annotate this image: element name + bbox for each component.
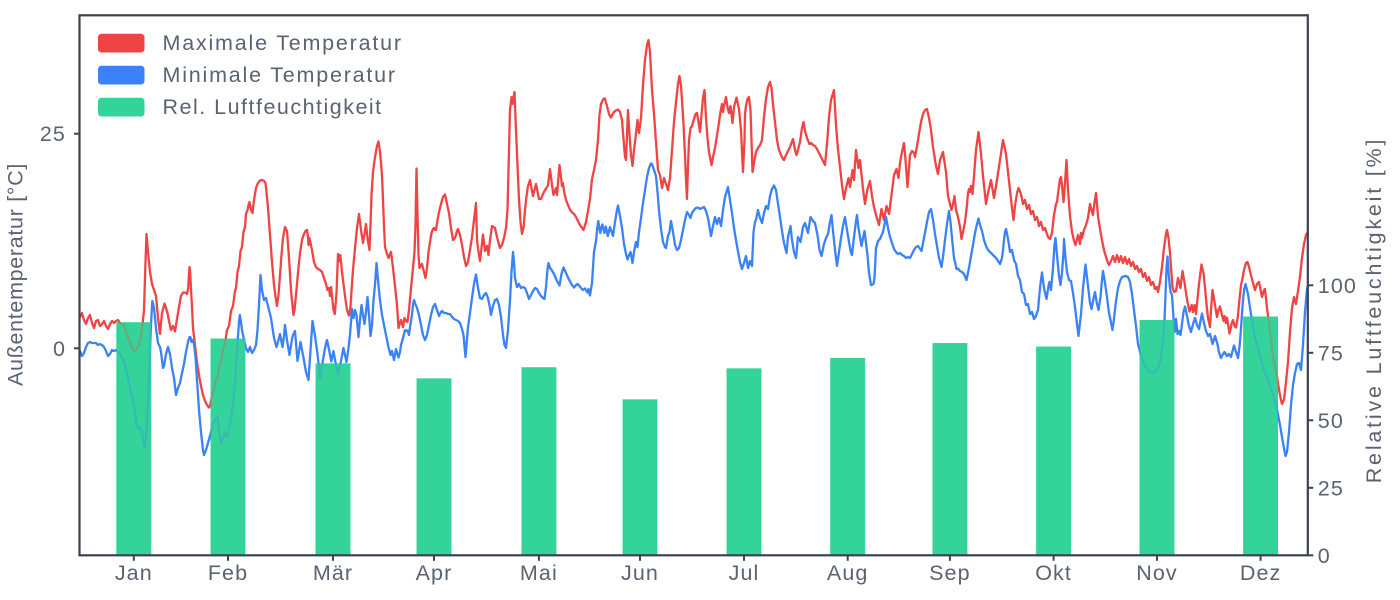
svg-text:Aug: Aug xyxy=(827,561,869,585)
svg-text:Mai: Mai xyxy=(520,561,558,585)
svg-text:Jul: Jul xyxy=(729,561,760,585)
svg-text:Feb: Feb xyxy=(208,561,248,585)
svg-text:0: 0 xyxy=(1318,544,1331,568)
svg-text:25: 25 xyxy=(1318,476,1344,500)
svg-text:Außentemperatur [°C]: Außentemperatur [°C] xyxy=(4,163,28,386)
svg-text:Nov: Nov xyxy=(1136,561,1178,585)
svg-text:100: 100 xyxy=(1318,274,1357,298)
svg-text:Relative Luftfeuchtigkeit [%]: Relative Luftfeuchtigkeit [%] xyxy=(1362,137,1386,484)
svg-text:Mär: Mär xyxy=(313,561,353,585)
svg-text:Rel. Luftfeuchtigkeit: Rel. Luftfeuchtigkeit xyxy=(163,95,383,119)
svg-text:Jan: Jan xyxy=(115,561,153,585)
svg-text:50: 50 xyxy=(1318,409,1344,433)
svg-text:Maximale Temperatur: Maximale Temperatur xyxy=(163,31,403,55)
svg-text:Minimale Temperatur: Minimale Temperatur xyxy=(163,63,397,87)
svg-text:Sep: Sep xyxy=(929,561,971,585)
svg-text:75: 75 xyxy=(1318,341,1344,365)
svg-text:Dez: Dez xyxy=(1240,561,1282,585)
svg-text:0: 0 xyxy=(53,337,66,361)
svg-text:25: 25 xyxy=(40,122,66,146)
svg-text:Jun: Jun xyxy=(621,561,659,585)
svg-text:Okt: Okt xyxy=(1035,561,1072,585)
svg-text:Apr: Apr xyxy=(416,561,453,585)
